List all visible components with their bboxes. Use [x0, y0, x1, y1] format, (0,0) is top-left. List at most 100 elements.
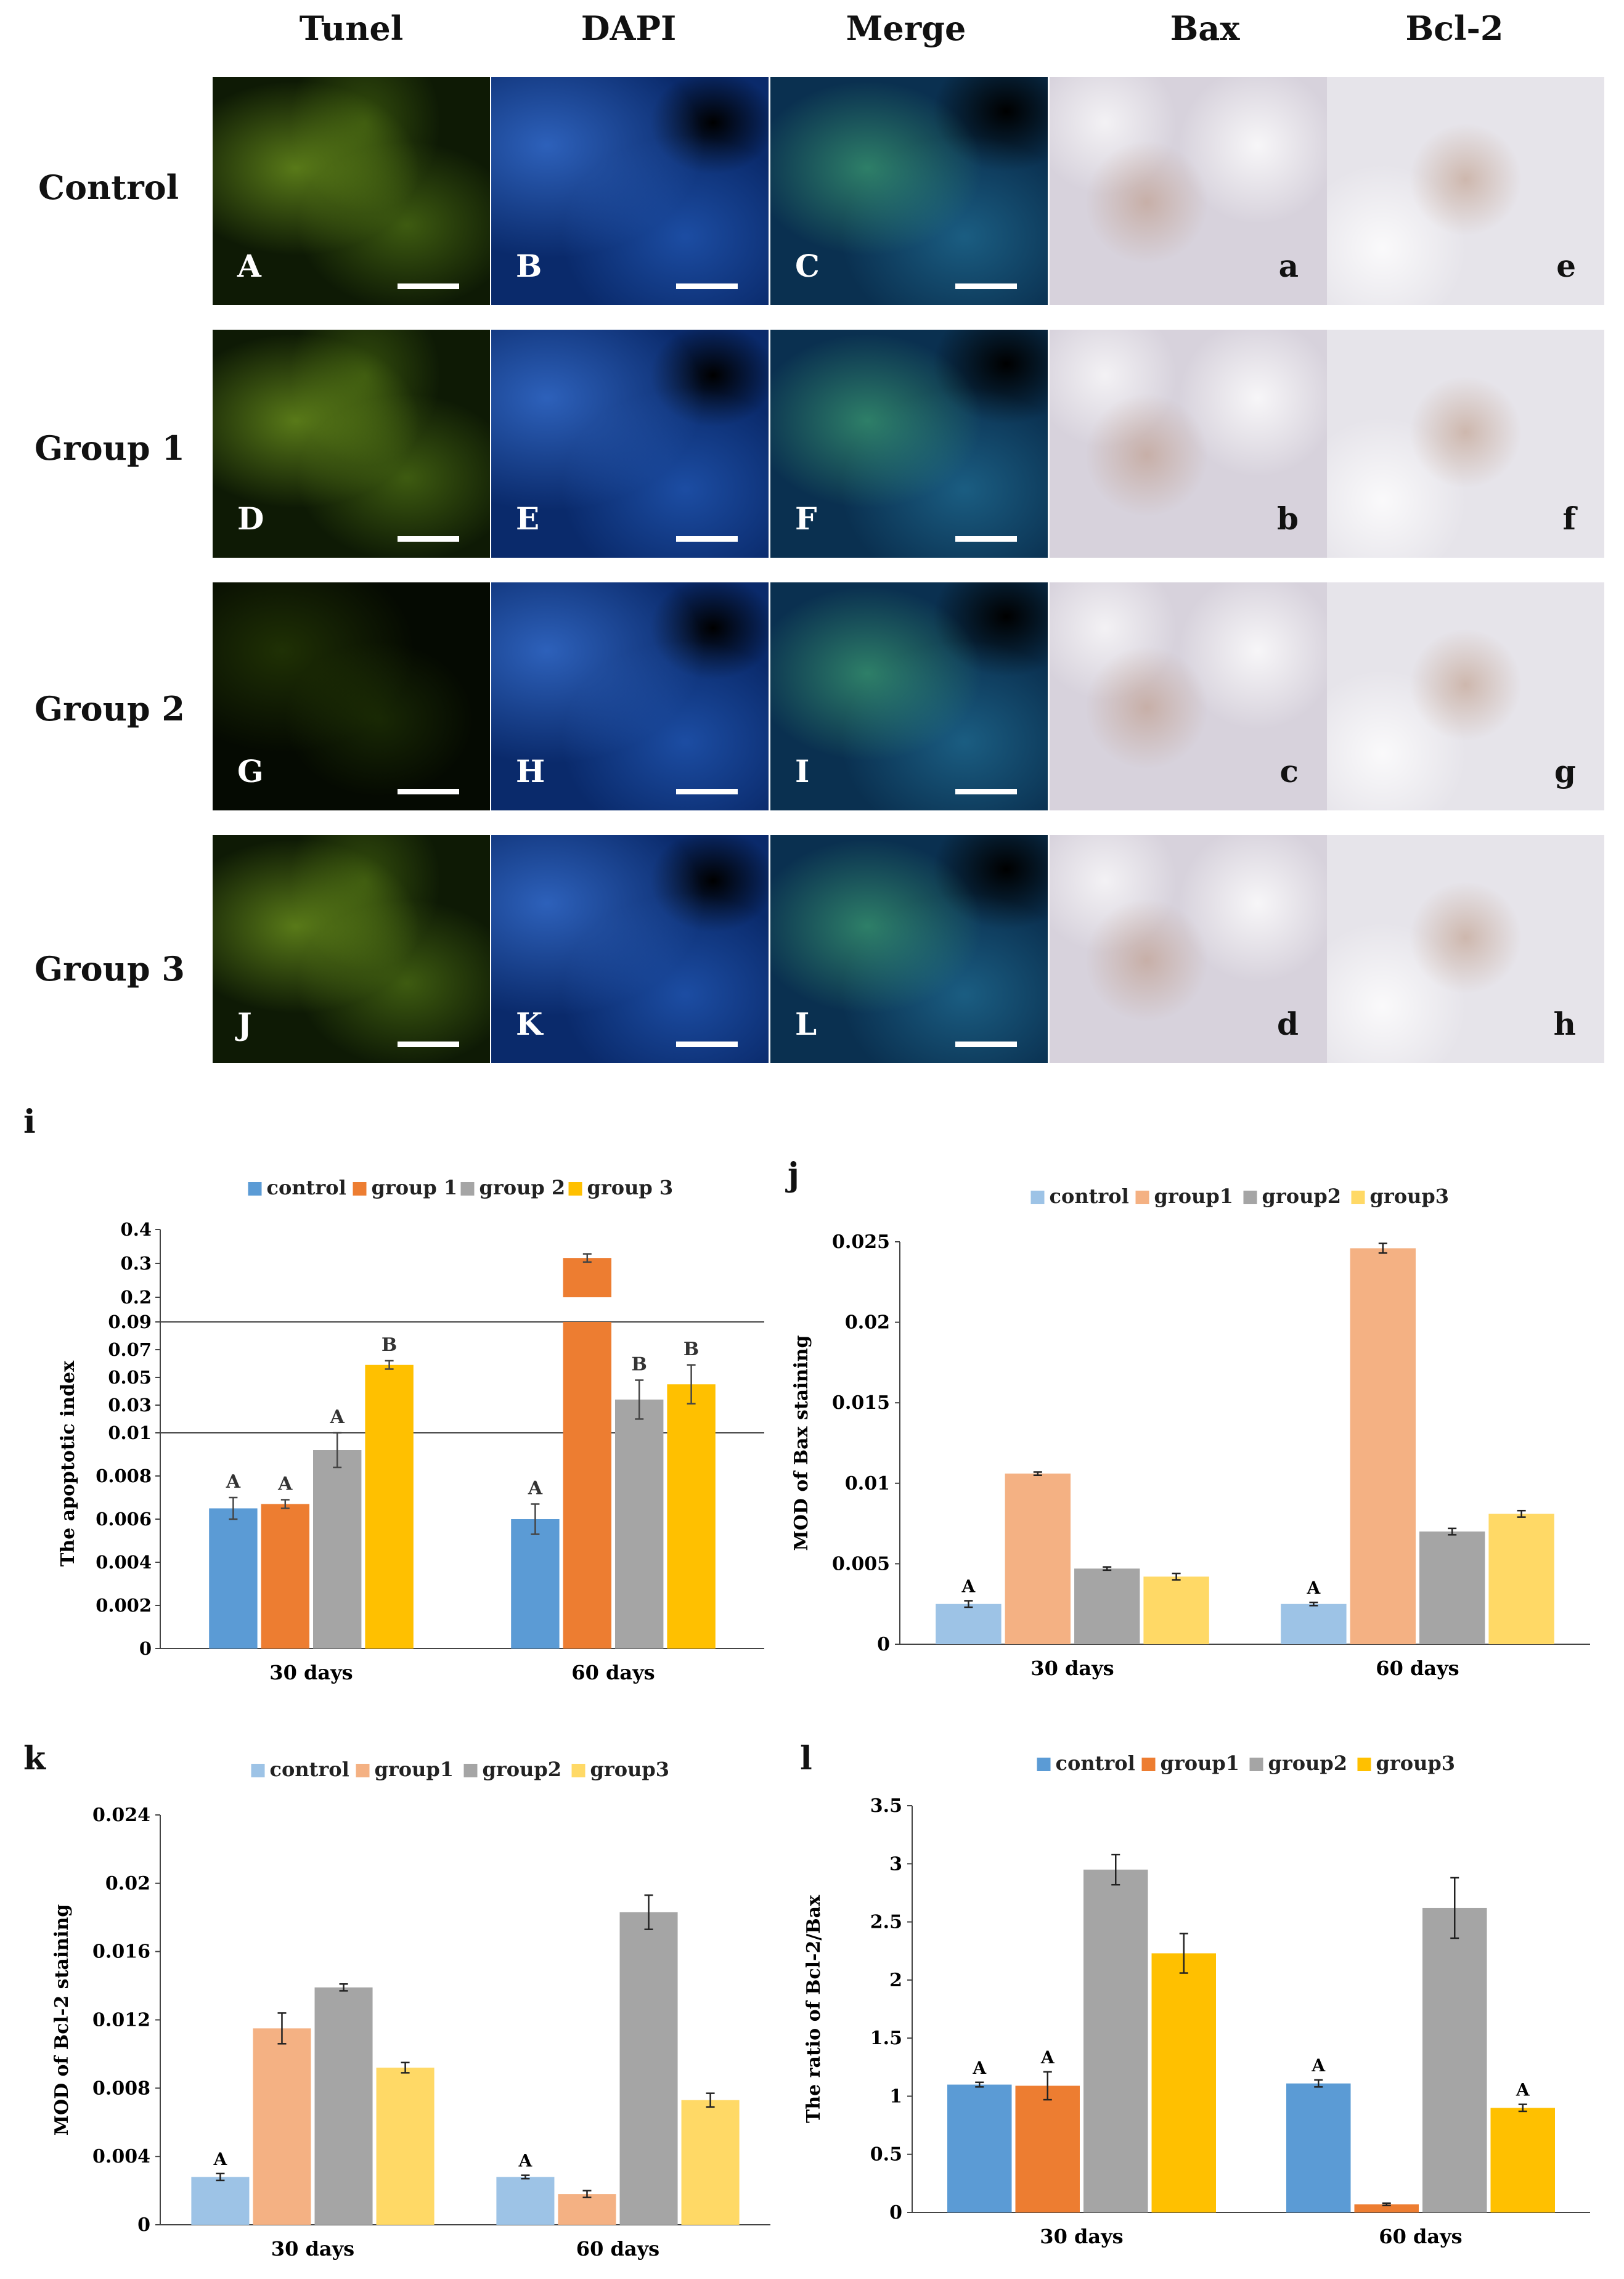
panel-letter: C: [795, 248, 820, 284]
panel-letter: c: [1279, 753, 1299, 789]
significance-label: A: [1307, 1578, 1321, 1598]
y-tick-label: 3.5: [870, 1795, 902, 1817]
legend-label: group3: [1376, 1751, 1455, 1775]
y-tick-label: 0.008: [92, 2077, 150, 2099]
panel-letter: e: [1556, 248, 1576, 284]
x-category-label: 60 days: [1376, 1657, 1459, 1680]
panel-label-l: l: [800, 1740, 812, 1777]
legend-swatch: [1243, 1191, 1257, 1204]
y-tick-label: 0: [889, 2202, 902, 2224]
y-tick-label: 0.024: [92, 1804, 150, 1826]
legend-label: group1: [1154, 1184, 1233, 1208]
scale-bar: [398, 789, 459, 794]
row-header-group-1: Group 1: [35, 428, 185, 468]
legend-label: control: [267, 1176, 346, 1199]
panel-letter: E: [516, 500, 540, 537]
col-header-tunel: Tunel: [299, 9, 404, 48]
legend-swatch: [251, 1764, 265, 1777]
bar-group1: [1354, 2204, 1419, 2212]
legend-label: group 3: [587, 1176, 674, 1199]
bar-control: [191, 2177, 250, 2225]
micrograph-dapi-4: K: [491, 835, 769, 1063]
significance-label: A: [330, 1406, 345, 1428]
micrograph-bcl2-4: h: [1327, 835, 1604, 1063]
bar-group-2: [313, 1450, 362, 1649]
bar-control: [1281, 1604, 1347, 1644]
bar-group2: [1419, 1531, 1485, 1644]
micrograph-dapi-1: B: [491, 77, 769, 305]
significance-label: A: [972, 2058, 987, 2078]
row-header-group-2: Group 2: [35, 689, 185, 728]
y-tick-label: 0.05: [108, 1367, 152, 1388]
significance-label: B: [683, 1339, 699, 1360]
y-tick-label: 0.012: [92, 2010, 150, 2031]
panel-letter: h: [1553, 1006, 1576, 1042]
micrograph-merge-4: L: [770, 835, 1048, 1063]
legend-swatch: [1141, 1758, 1156, 1771]
y-tick-label: 0.09: [108, 1311, 152, 1332]
y-tick-label: 0: [877, 1634, 890, 1655]
micrograph-merge-1: C: [770, 77, 1048, 305]
y-tick-label: 0.004: [96, 1552, 152, 1573]
bar-control: [496, 2177, 555, 2225]
x-category-label: 30 days: [269, 1661, 353, 1684]
micrograph-bcl2-2: f: [1327, 330, 1604, 558]
col-header-bcl2: Bcl-2: [1405, 9, 1504, 48]
scale-bar: [676, 789, 738, 794]
panel-letter: D: [237, 500, 264, 537]
micrograph-tunel-3: G: [213, 582, 490, 810]
y-tick-label: 0.07: [108, 1339, 152, 1360]
panel-letter: g: [1554, 753, 1576, 789]
chart-j: 0 0.005 0.01 0.015 0.02 0.025 MOD of Bax stain…: [789, 1159, 1624, 1701]
bar-group1: [253, 2028, 311, 2225]
y-tick-label: 0.3: [121, 1253, 152, 1274]
legend-label: group1: [1161, 1751, 1239, 1775]
scale-bar: [398, 1042, 459, 1047]
significance-label: B: [382, 1334, 397, 1356]
panel-letter: f: [1562, 500, 1576, 537]
micrograph-merge-3: I: [770, 582, 1048, 810]
bar-group3: [1143, 1576, 1209, 1644]
y-tick-label: 0.016: [92, 1941, 150, 1963]
legend-label: group3: [590, 1758, 669, 1781]
bar-group2: [314, 1987, 373, 2225]
bar-group-3: [365, 1364, 414, 1433]
bar-group-1: [261, 1504, 309, 1649]
panel-letter: A: [237, 248, 261, 284]
col-header-bax: Bax: [1170, 9, 1240, 48]
chart-i: 0 0.002 0.004 0.006 0.008 0.01 0.03 0.05 0.07 0.0…: [0, 1159, 789, 1701]
y-tick-label: 0.03: [108, 1395, 152, 1416]
y-tick-label: 0.025: [832, 1231, 890, 1253]
significance-label: A: [1311, 2055, 1326, 2076]
panel-letter: B: [516, 248, 542, 284]
panel-letter: F: [795, 500, 817, 537]
x-category-label: 60 days: [571, 1661, 655, 1684]
y-tick-label: 0: [137, 2214, 150, 2236]
legend-swatch: [1357, 1758, 1371, 1771]
bar-group3: [376, 2068, 435, 2225]
panel-letter: a: [1278, 248, 1299, 284]
col-header-merge: Merge: [846, 9, 966, 48]
legend-swatch: [1135, 1191, 1149, 1204]
y-tick-label: 0.005: [832, 1553, 890, 1575]
significance-label: A: [213, 2149, 228, 2169]
y-tick-label: 0.01: [108, 1422, 152, 1443]
legend-swatch: [568, 1182, 582, 1196]
panel-letter: J: [237, 1006, 252, 1042]
y-tick-label: 0.008: [96, 1466, 152, 1486]
bar-group3: [1488, 1514, 1554, 1644]
y-tick-label: 0.02: [845, 1312, 890, 1334]
legend-swatch: [463, 1764, 478, 1777]
panel-letter: d: [1277, 1006, 1299, 1042]
legend-swatch: [356, 1764, 370, 1777]
col-header-dapi: DAPI: [581, 9, 677, 48]
scale-bar: [676, 283, 738, 289]
y-tick-label: 0.4: [121, 1219, 152, 1240]
y-axis-title: The ratio of Bcl-2/Bax: [803, 1894, 825, 2123]
y-tick-label: 1.5: [870, 2028, 902, 2049]
bar-group3: [1151, 1953, 1216, 2212]
bar-group2: [1074, 1568, 1140, 1644]
significance-label: A: [528, 1478, 543, 1499]
bar-group1: [1350, 1248, 1416, 1644]
row-header-group-3: Group 3: [35, 949, 185, 989]
